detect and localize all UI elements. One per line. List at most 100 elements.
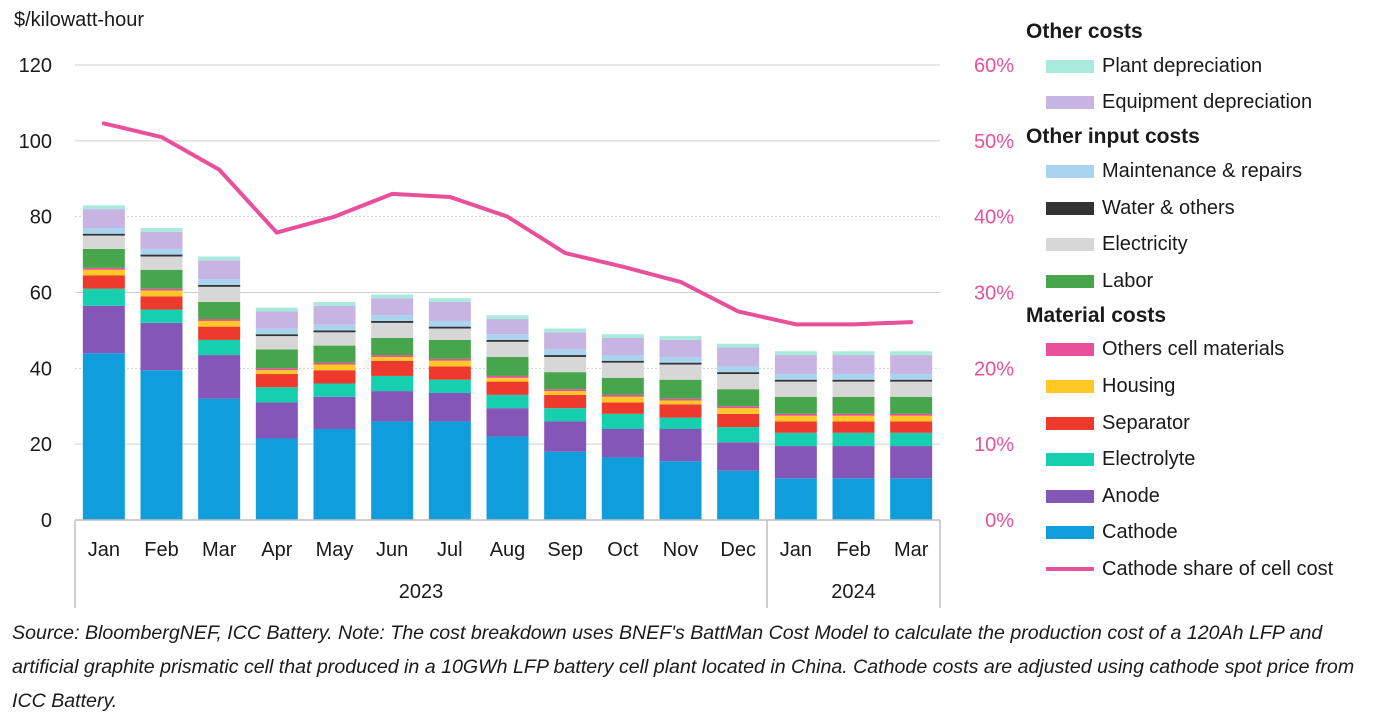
y2-tick-label: 60% — [974, 55, 1014, 77]
bar-segment-water-others — [198, 284, 241, 287]
bar-segment-anode — [428, 392, 471, 422]
y2-tick-label: 20% — [974, 358, 1014, 380]
x-tick-label: Jun — [376, 539, 408, 561]
legend-swatch — [1046, 164, 1094, 178]
bar-segment-anode — [371, 391, 414, 422]
x-tick-label: Jan — [780, 539, 812, 561]
bar-segment-separator — [140, 296, 183, 310]
bar-segment-separator — [544, 394, 587, 409]
legend-swatch — [1046, 379, 1094, 393]
bar-segment-maintenance-repairs — [659, 356, 702, 363]
legend-item: Maintenance & repairs — [1026, 153, 1386, 190]
bar-segment-labor — [832, 396, 875, 414]
bar-segment-plant-depreciation — [140, 228, 183, 232]
bar-segment-plant-depreciation — [659, 336, 702, 340]
legend-item: Plant depreciation — [1026, 48, 1386, 85]
stacked-bar-chart: $/kilowatt-hour 0 20 40 60 80 100 120 0% 10% 20% 30… — [14, 9, 1014, 608]
bar-segment-maintenance-repairs — [601, 355, 644, 361]
bar-segment-plant-depreciation — [371, 294, 414, 299]
legend-group: Other input costs Maintenance & repairs Wa… — [1026, 121, 1386, 299]
legend-label: Cathode — [1102, 521, 1178, 544]
bar-segment-water-others — [659, 362, 702, 365]
bar-segment-labor — [601, 377, 644, 395]
x-tick-label: Dec — [720, 539, 756, 561]
legend-label: Anode — [1102, 484, 1160, 507]
x-tick-label: Mar — [202, 539, 237, 561]
bar-segment-equipment-depreciation — [371, 298, 414, 316]
legend-item: Electricity — [1026, 226, 1386, 263]
legend-swatch — [1046, 59, 1094, 73]
bar-segment-housing — [544, 391, 587, 395]
bar-segment-cathode — [601, 457, 644, 520]
bar-segment-cathode — [255, 438, 298, 520]
x-tick-label: Sep — [547, 539, 583, 561]
bar-segment-cathode — [486, 436, 529, 520]
bar-segment-others-cell-materials — [82, 267, 125, 270]
bar-segment-cathode — [371, 421, 414, 520]
bar-segment-labor — [82, 248, 125, 268]
bar-segment-anode — [486, 408, 529, 437]
legend-group: Material costs Others cell materials Housi… — [1026, 300, 1386, 588]
legend-label: Separator — [1102, 411, 1190, 434]
bar-segment-housing — [313, 364, 356, 371]
legend-group-title: Other input costs — [1026, 125, 1200, 149]
x-tick-label: Feb — [144, 539, 178, 561]
source-note: Source: BloombergNEF, ICC Battery. Note:… — [12, 622, 1355, 712]
legend-group: Other costs Plant depreciation Equipment d… — [1026, 16, 1386, 121]
bar-segment-separator — [601, 402, 644, 414]
bar-segment-separator — [717, 413, 760, 428]
bar-segment-housing — [717, 408, 760, 414]
y-tick-label: 120 — [19, 55, 52, 77]
x-tick-label: Apr — [261, 539, 292, 561]
bar-segment-electricity — [601, 362, 644, 378]
legend-group-title: Other costs — [1026, 20, 1143, 43]
y2-tick-label: 40% — [974, 207, 1014, 229]
y2-tick-label: 0% — [985, 510, 1014, 532]
bar-segment-electricity — [371, 322, 414, 338]
bar-segment-electrolyte — [544, 408, 587, 422]
bar-segment-separator — [313, 370, 356, 384]
bar-segment-housing — [486, 377, 529, 382]
x-tick-label: Jul — [437, 539, 463, 561]
bar-segment-anode — [601, 429, 644, 458]
bar-segment-housing — [659, 400, 702, 405]
bar-segment-labor — [313, 345, 356, 363]
bar-segment-others-cell-materials — [659, 398, 702, 401]
bar-segment-electrolyte — [428, 379, 471, 393]
y2-tick-label: 30% — [974, 283, 1014, 305]
y-tick-label: 80 — [30, 207, 52, 229]
legend-label: Maintenance & repairs — [1102, 159, 1303, 182]
bar-segment-electrolyte — [140, 309, 183, 323]
bar-segment-separator — [832, 421, 875, 433]
bar-segment-cathode — [140, 370, 183, 520]
bar-segment-equipment-depreciation — [313, 305, 356, 325]
bar-segment-electrolyte — [486, 394, 529, 409]
legend-item: Separator — [1026, 405, 1386, 442]
legend-swatch — [1046, 238, 1094, 252]
legend-label: Plant depreciation — [1102, 54, 1263, 77]
bar-segment-maintenance-repairs — [255, 328, 298, 335]
bar-segment-equipment-depreciation — [890, 355, 933, 375]
bar-segment-equipment-depreciation — [428, 301, 471, 321]
bar-segment-anode — [544, 421, 587, 452]
bar-segment-maintenance-repairs — [717, 366, 760, 373]
bar-segment-labor — [486, 356, 529, 376]
bar-segment-maintenance-repairs — [544, 349, 587, 356]
bar-segment-others-cell-materials — [255, 368, 298, 371]
legend-swatch — [1046, 526, 1094, 540]
bar-segment-others-cell-materials — [890, 413, 933, 416]
legend-swatch — [1046, 96, 1094, 110]
bar-segment-labor — [890, 396, 933, 414]
bar-segment-electricity — [717, 374, 760, 390]
bar-segment-housing — [428, 360, 471, 367]
legend-swatch — [1046, 274, 1094, 288]
bar-segment-plant-depreciation — [774, 351, 817, 356]
bar-segment-water-others — [140, 254, 183, 257]
x-tick-label: Aug — [490, 539, 526, 561]
bar-segment-equipment-depreciation — [140, 231, 183, 249]
bar-segment-water-others — [82, 233, 125, 236]
legend-item: Anode — [1026, 478, 1386, 515]
y-tick-label: 0 — [41, 510, 52, 532]
bar-segment-equipment-depreciation — [255, 311, 298, 329]
bar-segment-electrolyte — [659, 417, 702, 429]
